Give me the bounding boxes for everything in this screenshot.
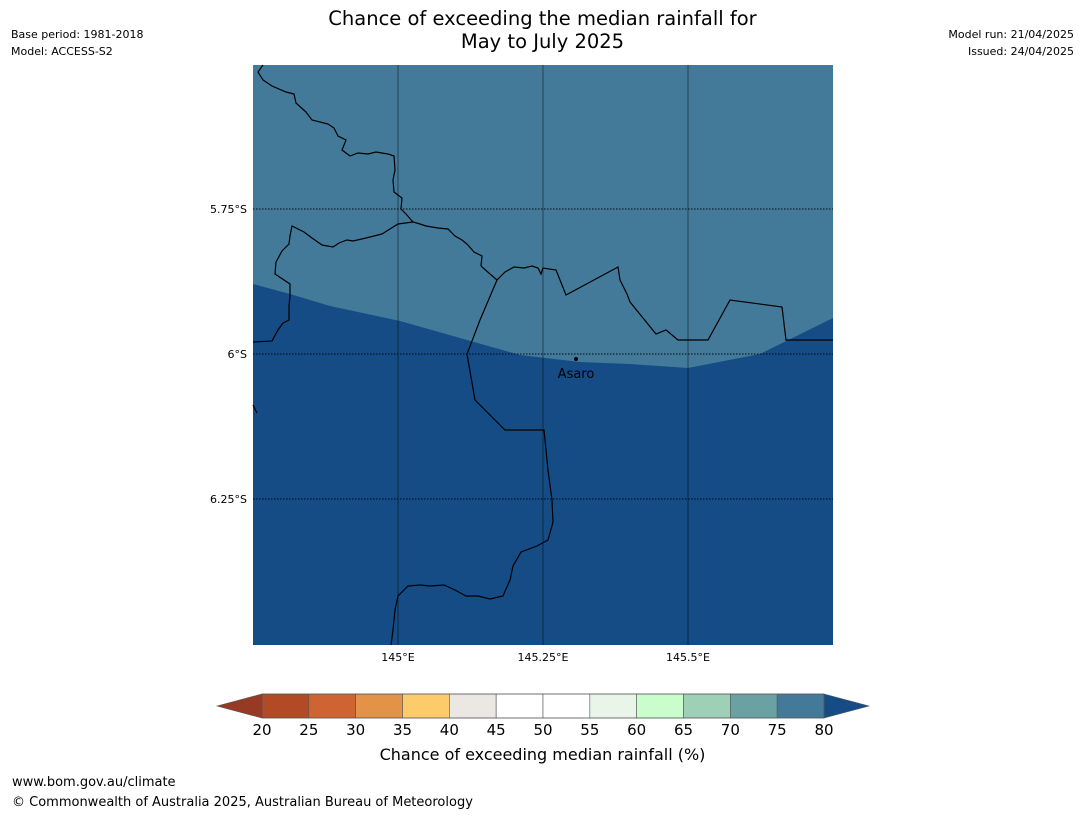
lon-label-145e: 145°E [381,651,414,664]
model-info: Base period: 1981-2018 Model: ACCESS-S2 [11,26,143,60]
model-run-text: Model run: 21/04/2025 [948,28,1074,41]
map-title-line2: May to July 2025 [460,30,625,53]
asaro-location-marker [574,357,578,361]
colorbar-tick-label: 35 [393,721,412,739]
colorbar-segment [495,693,544,719]
lon-label-145-25e: 145.25°E [518,651,569,664]
colorbar-title: Chance of exceeding median rainfall (%) [379,745,706,764]
asaro-place-label: Asaro [558,367,595,382]
footer-url-text: www.bom.gov.au/climate [12,775,176,790]
inner-border-west [252,221,414,343]
colorbar-high-extension [823,693,871,719]
colorbar-tick-label: 75 [768,721,787,739]
colorbar-segment [308,693,356,719]
model-name-text: Model: ACCESS-S2 [11,45,113,58]
colorbar-tick-label: 25 [299,721,318,739]
colorbar: 20 25 30 35 40 45 50 55 60 65 70 75 80 [215,693,871,739]
colorbar-frame [261,693,825,719]
colorbar-tick-label: 20 [252,721,271,739]
colorbar-segment [261,693,310,719]
colorbar-tick-label: 40 [440,721,459,739]
colorbar-ticks: 20 25 30 35 40 45 50 55 60 65 70 75 80 [252,721,833,739]
colorbar-tick-label: 50 [533,721,552,739]
colorbar-segment [589,693,637,719]
latitude-axis: 5.75°S 6°S 6.25°S [210,203,247,506]
map-title: Chance of exceeding the median rainfall … [0,7,1085,53]
longitude-axis: 145°E 145.25°E 145.5°E [381,651,710,664]
colorbar-segment [683,693,731,719]
colorbar-segment [776,693,825,719]
west-edge-fragment [252,404,258,414]
colorbar-segment [542,693,591,719]
map-title-line1: Chance of exceeding the median rainfall … [328,7,757,30]
lon-label-145-5e: 145.5°E [666,651,710,664]
probability-band-above-80 [253,284,833,645]
colorbar-tick-label: 65 [674,721,693,739]
colorbar-tick-label: 30 [346,721,365,739]
colorbar-segment [449,693,497,719]
colorbar-segment [402,693,450,719]
colorbar-tick-label: 55 [580,721,599,739]
colorbar-tick-label: 70 [721,721,740,739]
colorbar-tick-label: 60 [627,721,646,739]
longitude-gridlines [397,65,689,645]
lat-label-6-25s: 6.25°S [210,493,247,506]
colorbar-tick-label: 80 [814,721,833,739]
colorbar-segment [730,693,778,719]
lat-label-5-75s: 5.75°S [210,203,247,216]
footer-copyright-text: © Commonwealth of Australia 2025, Austra… [12,795,473,810]
map-panel: Asaro [252,64,833,646]
colorbar-segment [355,693,403,719]
issued-date-text: Issued: 24/04/2025 [967,45,1074,58]
lat-label-6s: 6°S [228,348,247,361]
northern-border [257,64,833,341]
province-borders [252,64,833,646]
inner-border-south [390,279,554,646]
colorbar-segment [636,693,684,719]
latitude-gridlines [253,208,833,500]
colorbar-tick-label: 45 [487,721,506,739]
colorbar-segments [261,693,825,719]
colorbar-low-extension [215,693,263,719]
run-info: Model run: 21/04/2025 Issued: 24/04/2025 [948,26,1074,60]
base-period-text: Base period: 1981-2018 [11,28,144,41]
